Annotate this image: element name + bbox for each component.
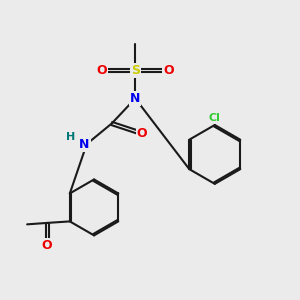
Text: O: O [97, 64, 107, 77]
Text: O: O [41, 239, 52, 252]
Text: H: H [66, 132, 75, 142]
Text: N: N [79, 138, 89, 151]
Text: Cl: Cl [209, 113, 221, 124]
Text: S: S [131, 64, 140, 77]
Text: N: N [130, 92, 140, 105]
Text: O: O [137, 127, 147, 140]
Text: O: O [163, 64, 174, 77]
